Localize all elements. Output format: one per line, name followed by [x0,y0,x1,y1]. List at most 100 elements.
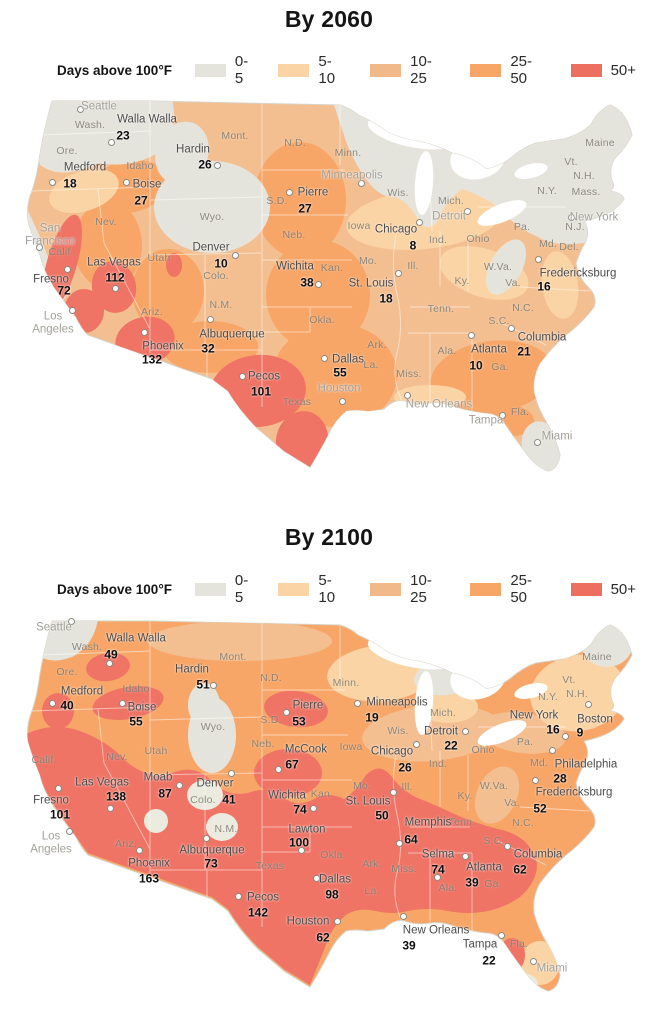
city-label: Denver [196,777,234,790]
state-label: Minn. [334,147,362,160]
city-dot [283,709,291,717]
city-label: New Orleans [402,924,470,937]
city-value: 55 [129,714,143,729]
city-dot [464,208,472,216]
map-2100-title: By 2100 [284,524,374,550]
state-label: Ark. [367,339,387,352]
city-value: 132 [141,352,163,367]
city-dot [585,701,593,709]
legend-bin-label: 50+ [610,580,637,598]
city-dot [310,805,318,813]
city-dot [315,281,323,289]
city-dot [203,835,211,843]
city-dot [390,789,398,797]
city-dot [228,770,236,778]
state-label: Mich. [437,195,465,208]
state-label: Mont. [221,130,249,143]
state-label: Del. [559,241,579,254]
city-dot [358,180,366,188]
city-dot [49,700,57,708]
city-dot [112,285,120,293]
city-dot [395,270,403,278]
city-label: Albuquerque [199,328,265,341]
city-label: Moab [143,771,173,784]
state-label: Vt. [562,674,576,687]
state-label: Wis. [387,187,409,200]
city-dot [239,373,247,381]
legend-bin-label: 10-25 [410,572,432,606]
city-value: 74 [293,802,307,817]
city-value: 67 [285,757,299,772]
city-value: 23 [116,128,130,143]
city-dot [568,214,576,222]
state-label: Ill. [407,260,419,273]
city-dot [207,316,215,324]
city-label: Phoenix [142,340,184,353]
state-label: Va. [504,797,520,810]
city-label: Dallas [332,353,364,366]
city-label: Walla Walla [117,113,177,126]
city-label: Albuquerque [179,844,245,857]
city-value: 73 [204,856,218,871]
city-value: 19 [365,710,379,725]
state-label: Idaho [122,683,150,696]
city-value: 39 [402,938,416,953]
city-label: Pierre [297,186,329,199]
legend-item: 50+ [570,580,637,598]
legend-bin-label: 10-25 [410,53,432,87]
state-label: Neb. [282,229,306,242]
city-value: 112 [105,270,125,285]
city-label: Fresno [33,794,69,807]
state-label: N.D. [260,672,282,685]
map-2060-canvas: Wash. Ore. Idaho Mont. N.D. Minn. S.D. Wyo. Neb.… [0,95,658,485]
state-label: Mass. [571,186,601,199]
state-label: Okla. [309,314,335,327]
city-dot [69,307,77,315]
city-label-faded: Los Angeles [32,310,74,335]
state-label: N.C. [512,302,534,315]
city-value: 138 [105,789,127,804]
city-label-faded: Tampa [468,414,504,427]
city-dot [77,106,85,114]
state-label: N.Y. [538,691,558,704]
legend-swatch [570,63,602,77]
state-label: Minn. [332,677,360,690]
city-label: Boise [127,701,157,714]
state-label: Vt. [564,156,578,169]
city-label: Las Vegas [75,776,129,789]
city-dot [532,777,540,785]
city-dot [468,332,476,340]
city-dot [535,256,543,264]
city-value: 41 [222,792,236,807]
city-label: Detroit [424,725,458,738]
city-dot [549,747,557,755]
city-label: McCook [284,743,328,756]
state-label: Utah [144,745,168,758]
city-dot [339,398,347,406]
city-label: Fredericksburg [535,786,613,799]
state-label: N.C. [512,817,534,830]
city-label: Walla Walla [106,632,166,645]
city-label: New York [509,709,559,722]
state-label: N.M. [209,299,233,312]
city-dot [508,325,516,333]
city-dot [106,660,114,668]
state-label: Ohio [471,744,495,757]
city-dot [232,252,240,260]
state-label: Pa. [513,221,531,234]
city-value: 16 [537,279,551,294]
state-label: W.Va. [479,780,509,793]
state-label: Maine [585,137,615,150]
city-value: 50 [375,808,389,823]
state-label: Mo. [358,255,378,268]
state-label: Fla. [510,406,530,419]
state-label: Colo. [203,270,229,283]
city-label-faded: Miami [541,430,573,443]
city-value: 53 [292,714,306,729]
city-value: 8 [409,238,417,253]
state-label: Fla. [509,938,529,951]
city-dot [49,179,57,187]
city-dot [107,805,115,813]
city-label: Lawton [288,823,326,836]
